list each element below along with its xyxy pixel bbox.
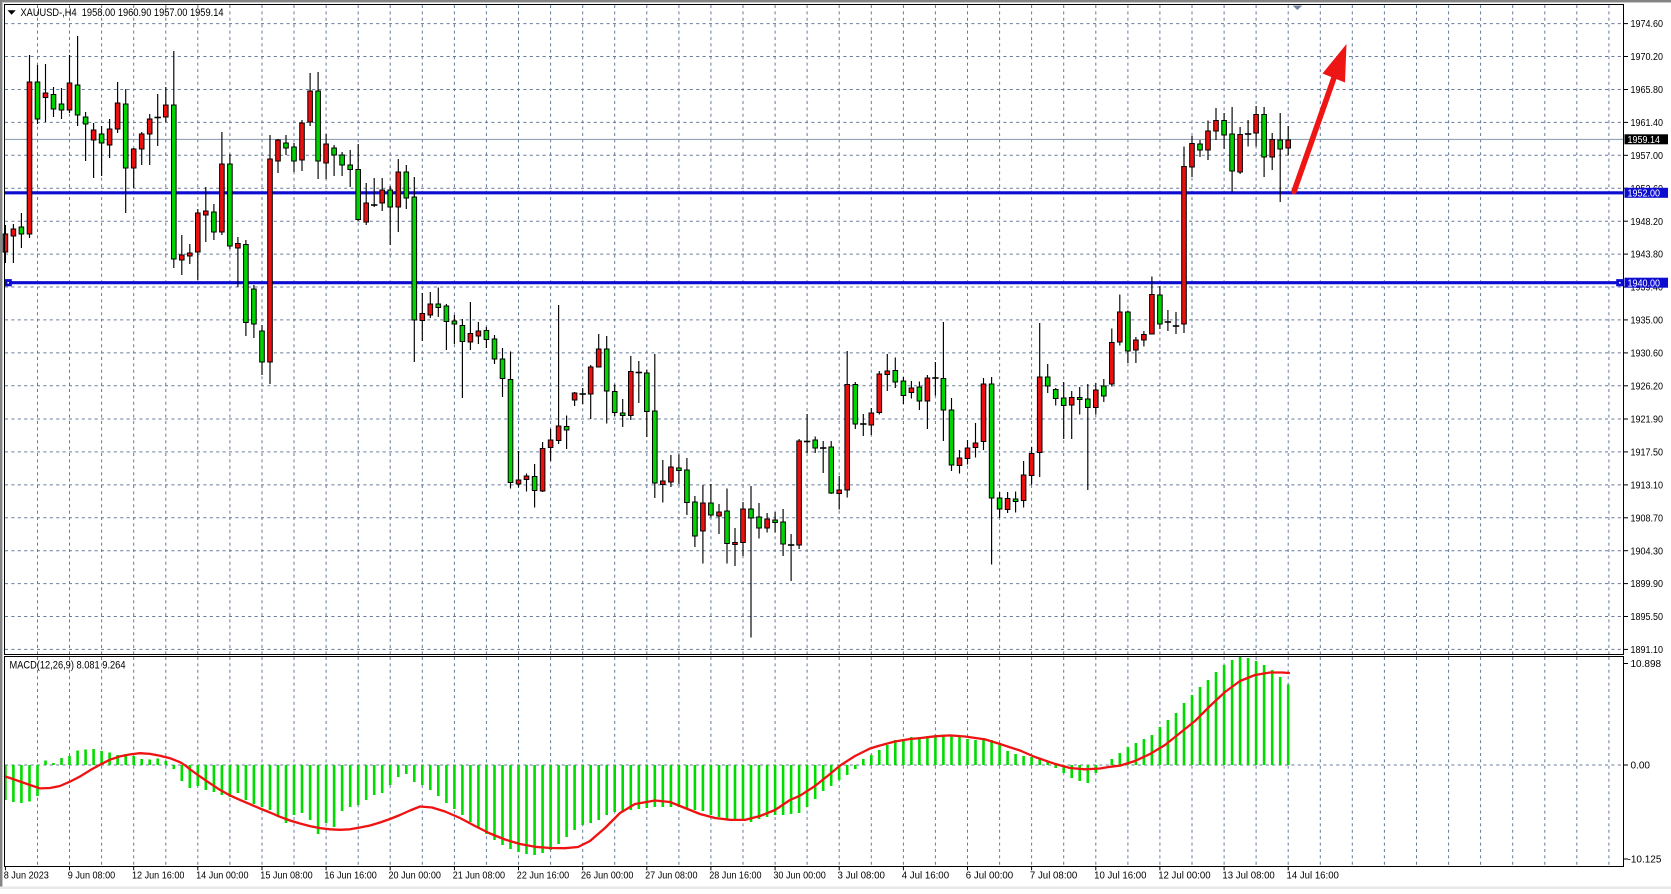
svg-text:1891.10: 1891.10 [1631,645,1664,656]
svg-text:1970.20: 1970.20 [1631,52,1664,63]
svg-text:1917.50: 1917.50 [1631,448,1664,459]
svg-text:1943.80: 1943.80 [1631,250,1664,261]
svg-text:27 Jun 08:00: 27 Jun 08:00 [645,871,698,882]
svg-text:26 Jun 00:00: 26 Jun 00:00 [581,871,634,882]
svg-text:XAUUSD-,H4 1958.00 1960.90 19: XAUUSD-,H4 1958.00 1960.90 1957.00 1959.… [21,7,224,19]
svg-text:21 Jun 08:00: 21 Jun 08:00 [453,871,506,882]
svg-text:22 Jun 16:00: 22 Jun 16:00 [517,871,570,882]
svg-text:15 Jun 08:00: 15 Jun 08:00 [260,871,313,882]
svg-text:1921.90: 1921.90 [1631,415,1664,426]
svg-text:6 Jul 00:00: 6 Jul 00:00 [966,871,1014,882]
svg-text:1965.80: 1965.80 [1631,85,1664,96]
svg-text:20 Jun 00:00: 20 Jun 00:00 [389,871,442,882]
svg-text:9 Jun 08:00: 9 Jun 08:00 [68,871,116,882]
svg-text:8 Jun 2023: 8 Jun 2023 [4,871,50,882]
svg-text:10.898: 10.898 [1631,659,1662,670]
svg-text:3 Jul 08:00: 3 Jul 08:00 [838,871,886,882]
svg-text:14 Jun 00:00: 14 Jun 00:00 [196,871,249,882]
svg-text:1952.00: 1952.00 [1628,188,1661,199]
svg-text:14 Jul 16:00: 14 Jul 16:00 [1287,871,1340,882]
svg-text:1935.00: 1935.00 [1631,316,1664,327]
svg-text:13 Jul 08:00: 13 Jul 08:00 [1222,871,1275,882]
svg-text:28 Jun 16:00: 28 Jun 16:00 [709,871,762,882]
svg-text:-10.125: -10.125 [1628,855,1662,866]
svg-text:12 Jul 00:00: 12 Jul 00:00 [1158,871,1211,882]
svg-text:1904.30: 1904.30 [1631,546,1664,557]
svg-text:1939.40: 1939.40 [1631,283,1664,294]
svg-text:1940.00: 1940.00 [1628,278,1661,289]
svg-text:30 Jun 00:00: 30 Jun 00:00 [773,871,826,882]
svg-text:1908.70: 1908.70 [1631,513,1664,524]
svg-text:1930.60: 1930.60 [1631,349,1664,360]
svg-text:0.00: 0.00 [1631,761,1651,772]
svg-text:1961.40: 1961.40 [1631,118,1664,129]
svg-text:1899.90: 1899.90 [1631,579,1664,590]
svg-text:12 Jun 16:00: 12 Jun 16:00 [132,871,185,882]
svg-text:MACD(12,26,9) 8.081 9.264: MACD(12,26,9) 8.081 9.264 [10,660,126,672]
svg-text:1913.10: 1913.10 [1631,481,1664,492]
svg-text:1948.20: 1948.20 [1631,217,1664,228]
svg-text:1895.50: 1895.50 [1631,612,1664,623]
svg-text:1959.14: 1959.14 [1628,135,1661,146]
svg-text:7 Jul 08:00: 7 Jul 08:00 [1030,871,1078,882]
svg-text:10 Jul 16:00: 10 Jul 16:00 [1094,871,1147,882]
svg-text:1974.60: 1974.60 [1631,19,1664,30]
svg-text:1926.20: 1926.20 [1631,381,1664,392]
svg-text:16 Jun 16:00: 16 Jun 16:00 [324,871,377,882]
svg-text:1957.00: 1957.00 [1631,151,1664,162]
svg-text:4 Jul 16:00: 4 Jul 16:00 [902,871,950,882]
